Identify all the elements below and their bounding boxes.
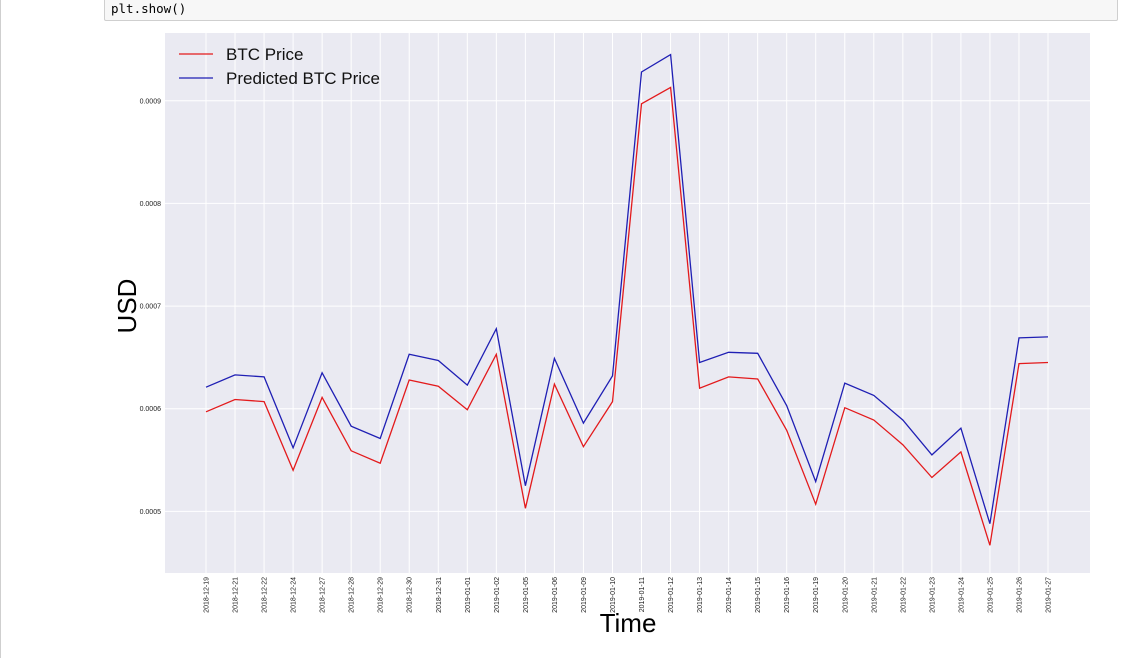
x-axis-ticks: 2018-12-19 2018-12-21 2018-12-22 2018-12-24… <box>204 577 1053 613</box>
plot-area <box>165 33 1090 573</box>
x-tick-label: 2019-01-25 <box>987 577 994 613</box>
x-tick-label: 2019-01-09 <box>581 577 588 613</box>
x-tick-label: 2019-01-21 <box>871 577 878 613</box>
x-tick-label: 2018-12-24 <box>291 577 298 613</box>
x-tick-label: 2019-01-23 <box>929 577 936 613</box>
y-tick-label: 0.0009 <box>140 98 162 105</box>
x-tick-label: 2019-01-01 <box>465 577 472 613</box>
x-tick-label: 2019-01-14 <box>726 577 733 613</box>
x-tick-label: 2018-12-31 <box>436 577 443 613</box>
x-tick-label: 2019-01-11 <box>639 577 646 612</box>
x-tick-label: 2018-12-22 <box>262 577 269 613</box>
x-tick-label: 2019-01-15 <box>755 577 762 613</box>
y-tick-label: 0.0007 <box>140 304 162 311</box>
y-tick-label: 0.0005 <box>140 509 162 516</box>
x-tick-label: 2019-01-26 <box>1016 577 1023 613</box>
series-line-0 <box>205 86 1049 546</box>
x-tick-label: 2019-01-24 <box>958 577 965 613</box>
x-tick-label: 2019-01-27 <box>1046 577 1053 613</box>
x-tick-label: 2019-01-16 <box>784 577 791 613</box>
x-tick-label: 2019-01-05 <box>523 577 530 613</box>
code-cell[interactable]: plt.show() <box>104 0 1118 21</box>
x-tick-label: 2019-01-13 <box>697 577 704 613</box>
x-tick-label: 2019-01-02 <box>494 577 501 613</box>
y-axis-ticks: 0.0005 0.0006 0.0007 0.0008 0.0009 <box>140 98 162 516</box>
x-tick-label: 2018-12-19 <box>204 577 211 613</box>
x-tick-label: 2018-12-29 <box>378 577 385 613</box>
grid <box>165 33 1090 573</box>
y-tick-label: 0.0006 <box>140 406 162 413</box>
y-axis-label: USD <box>112 279 142 334</box>
series-line-1 <box>205 53 1049 524</box>
code-line: plt.show() <box>111 1 187 16</box>
notebook-left-border <box>0 0 1 658</box>
x-tick-label: 2019-01-12 <box>668 577 675 613</box>
legend: BTC Price Predicted BTC Price <box>179 45 380 88</box>
series-lines <box>205 53 1049 546</box>
x-tick-label: 2019-01-22 <box>900 577 907 613</box>
x-tick-label: 2018-12-21 <box>233 577 240 613</box>
legend-label-1: Predicted BTC Price <box>226 69 380 88</box>
y-tick-label: 0.0008 <box>140 201 162 208</box>
x-tick-label: 2019-01-19 <box>813 577 820 613</box>
x-axis-label: Time <box>600 608 657 638</box>
x-tick-label: 2019-01-10 <box>610 577 617 613</box>
x-tick-label: 2019-01-06 <box>552 577 559 613</box>
x-tick-label: 2018-12-28 <box>349 577 356 613</box>
x-tick-label: 2019-01-20 <box>842 577 849 613</box>
legend-label-0: BTC Price <box>226 45 303 64</box>
x-tick-label: 2018-12-27 <box>320 577 327 613</box>
x-tick-label: 2018-12-30 <box>407 577 414 613</box>
